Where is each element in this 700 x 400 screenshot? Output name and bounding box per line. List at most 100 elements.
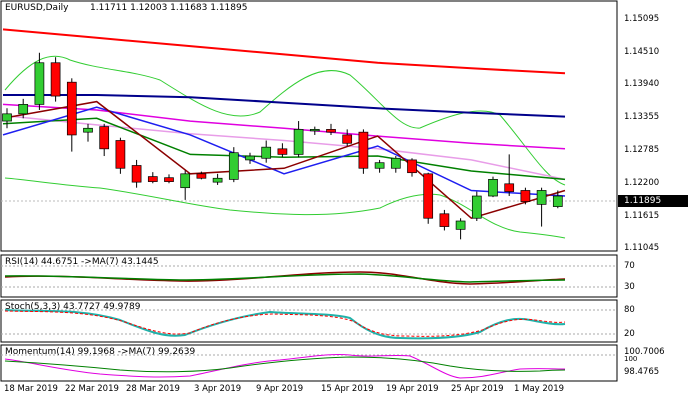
moving-average-line [2,114,566,181]
candle-body [488,179,498,197]
momentum-line [4,353,566,379]
stoch-pane-frame [0,299,618,343]
date-tick: 15 Apr 2019 [321,384,374,394]
momentum-tick: 100.7006 [624,347,665,357]
candle-body [536,190,547,205]
candle [390,156,401,173]
candle [342,129,353,147]
candle [277,143,288,158]
price-tick: 1.11045 [624,243,660,253]
rsi-tick: 30 [624,282,635,292]
candle-body [66,81,77,136]
date-tick: 9 Apr 2019 [256,384,304,394]
candle [2,108,12,129]
price-tick: 1.13940 [624,79,660,89]
candle [83,123,93,142]
candle [520,187,531,205]
candle [164,174,174,184]
momentum-pane-frame [0,344,618,382]
candle-body [99,126,110,150]
candle [326,123,336,135]
candle [536,187,547,227]
price-tick: 1.12200 [624,178,660,188]
bollinger-lower-band [4,177,566,239]
bollinger-upper-band [4,55,566,186]
candle [488,176,498,198]
candle [147,172,158,184]
candle-body [277,148,288,155]
candle-body [131,165,142,183]
candle [115,137,126,174]
candle [245,152,255,164]
candle [212,173,223,185]
candle-body [293,129,304,155]
candle [455,218,466,240]
candle [309,126,320,135]
candle-body [83,127,93,133]
price-tick: 1.12785 [624,145,660,155]
candle-body [407,159,417,174]
candle [358,129,369,174]
candle [504,154,515,197]
candle-body [439,213,450,227]
momentum-tick: 98.4765 [624,367,660,377]
date-tick: 22 Mar 2019 [65,384,119,394]
price-tick: 1.14510 [624,47,660,57]
candle [261,140,272,163]
candle-body [504,183,515,192]
candle [99,123,110,157]
rsi-label: RSI(14) 44.6751 ->MA(7) 43.1445 [5,257,159,267]
candle [439,209,450,231]
candle [552,190,563,209]
candle-body [390,157,401,169]
date-tick: 25 Apr 2019 [451,384,504,394]
stoch-tick: 80 [624,305,635,315]
candle [50,57,61,102]
rsi-layer [4,271,566,285]
candle [293,121,304,158]
candle [180,170,191,200]
candle-body [471,195,482,219]
candles-layer [2,52,563,240]
candle [34,52,45,110]
candle-body [2,113,12,122]
stoch-signal-line [4,310,566,337]
price-tick: 1.11615 [624,211,660,221]
moving-average-line [2,100,566,220]
candle [66,78,77,152]
rsi-tick: 70 [624,261,635,271]
moving-average-line [3,94,566,118]
moving-average-line [2,103,566,150]
price-tick: 1.15095 [624,14,660,24]
candle-body [261,146,272,159]
stoch-tick: 20 [624,329,635,339]
candle-body [228,152,239,180]
candle [471,191,482,222]
candle-body [423,173,434,219]
candle [374,159,385,173]
candle-body [164,177,174,182]
date-tick: 3 Apr 2019 [194,384,242,394]
date-tick: 28 Mar 2019 [126,384,180,394]
candle-body [147,176,158,182]
momentum-tick: 100 [624,355,638,363]
candle-body [342,134,353,144]
momentum-label: Momentum(14) 99.1968 ->MA(7) 99.2639 [5,347,196,357]
candle-body [552,195,563,207]
candle [18,98,29,119]
candle [131,159,142,188]
candle [423,172,434,224]
date-tick: 1 May 2019 [514,384,565,394]
candle-body [196,173,207,179]
moving-average-line [2,106,566,197]
candle-body [50,62,61,97]
momentum-ma-line [4,356,566,373]
candle-body [326,129,336,133]
moving-average-line [2,117,566,181]
date-tick: 18 Mar 2019 [4,384,58,394]
candle-body [212,177,223,183]
candle-body [358,131,369,169]
candle [407,158,417,177]
candle-body [374,162,385,169]
candle [228,147,239,183]
